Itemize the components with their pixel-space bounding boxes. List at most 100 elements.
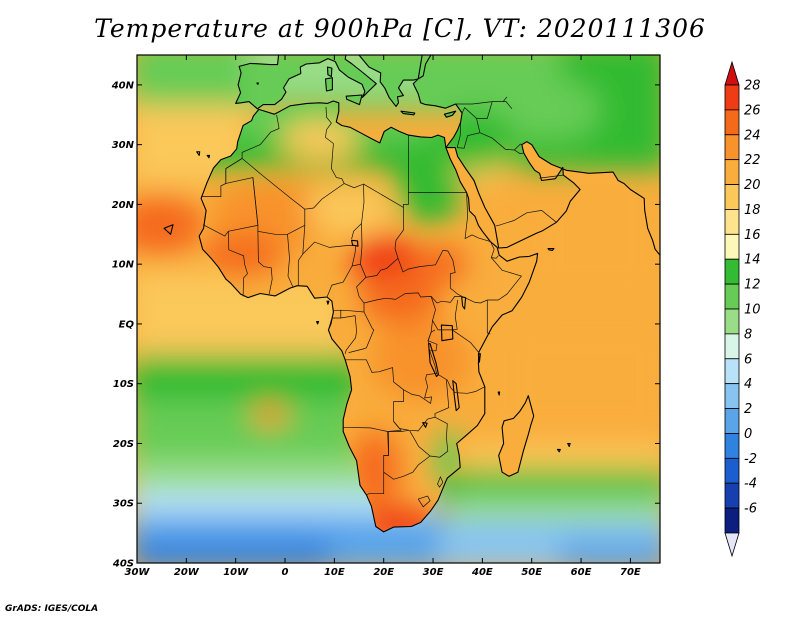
country-borders [201,96,564,508]
country-border [417,495,431,508]
lake-or-island-outline [567,442,571,448]
colorbar-swatch [724,84,740,111]
country-border [360,257,399,278]
colorbar-label: 10 [744,303,761,318]
country-border [325,106,334,144]
country-border [383,429,410,456]
colorbar-swatch [724,358,740,385]
colorbar-label: 18 [744,203,761,218]
colorbar-label: -4 [744,477,757,492]
map-axes: 30W 20W 10W 0 10E 20E 30E 40E 50E 60E 70E 40N 30N 20N… [111,55,660,578]
coastline [400,110,416,116]
country-border [340,315,357,354]
colorbar-top-triangle [724,60,740,86]
credit-text: GrADS: IGES/COLA [5,604,99,614]
country-border [490,249,499,259]
country-border [326,265,353,298]
country-border [539,174,564,179]
country-border [394,207,463,297]
colorbar-swatch [724,308,740,335]
colorbar-label: 28 [744,79,761,94]
country-border [437,476,444,488]
coastline [324,77,333,92]
colorbar-swatch [724,507,740,534]
coastline [679,265,689,288]
country-border [348,311,375,353]
country-border [297,225,306,286]
country-border [257,231,273,295]
colorbar-swatch [724,233,740,260]
lon-tick-label: 30W [125,567,151,578]
lon-tick-label: 20W [174,567,200,578]
coastline [235,55,377,110]
coastline [326,66,333,78]
lat-tick-label: 40N [111,80,135,91]
country-border [464,192,495,250]
lat-tick-label: 30S [113,499,134,510]
lat-tick-label: 40S [112,559,134,570]
colorbar-label: 16 [744,228,761,243]
colorbar-label: 4 [744,377,752,392]
country-border [383,455,431,480]
country-border [479,132,524,154]
lake-or-island-outline [452,380,460,412]
country-border [403,296,437,404]
map-field [137,55,689,563]
colorbar-swatch [724,159,740,185]
country-border [393,380,450,432]
colorbar-label: 14 [744,253,761,268]
colorbar-label: 26 [744,103,761,118]
colorbar-swatch [724,134,740,161]
lat-tick-label: 10N [112,260,135,271]
colorbar-label: -6 [744,502,757,517]
map-frame [136,54,661,564]
lake-or-island-outline [206,154,211,159]
lon-tick-label: 50E [521,567,542,578]
colorbar-swatch [724,408,740,434]
lake-or-island-outline [256,82,259,85]
colorbar-label: 0 [744,427,752,442]
coastline [547,248,555,251]
country-border [486,300,491,335]
country-border [409,416,449,458]
coastline [412,55,660,258]
colorbar-swatch [724,433,740,459]
colorbar-swatch [724,283,740,310]
country-border [351,223,363,267]
country-border [514,143,522,151]
country-border [461,257,522,304]
lon-tick-label: 40E [471,567,493,578]
country-border [436,373,485,394]
map-title: Temperature at 900hPa [C], VT: 202011130… [94,14,706,43]
country-border [241,114,280,159]
colorbar-label: 22 [744,153,761,168]
country-border [287,234,294,288]
coastline [357,55,432,107]
colorbar-swatch [724,482,740,509]
colorbar-swatch [724,457,740,484]
colorbar-label: 2 [744,402,752,417]
country-border [427,329,438,352]
country-border [452,329,479,353]
lake-or-island-outline [440,324,454,342]
coastlines [163,55,689,533]
colorbar-swatch [724,258,740,285]
colorbar-swatch [724,109,740,136]
colorbar-label: 8 [744,327,752,342]
country-border [363,292,463,304]
country-border [302,241,356,255]
lon-tick-label: 10E [324,567,345,578]
lake-or-island-outline [477,353,481,363]
country-border [227,231,248,297]
lat-tick-label: 10S [113,379,134,390]
colorbar-swatch [724,333,740,360]
lon-tick-label: 70E [620,567,641,578]
country-border [328,310,342,330]
lake-or-island-outline [316,321,320,325]
colorbar-label: 24 [744,128,761,143]
coastline [198,100,539,533]
country-border [432,299,459,331]
lon-tick-label: 20E [373,567,394,578]
